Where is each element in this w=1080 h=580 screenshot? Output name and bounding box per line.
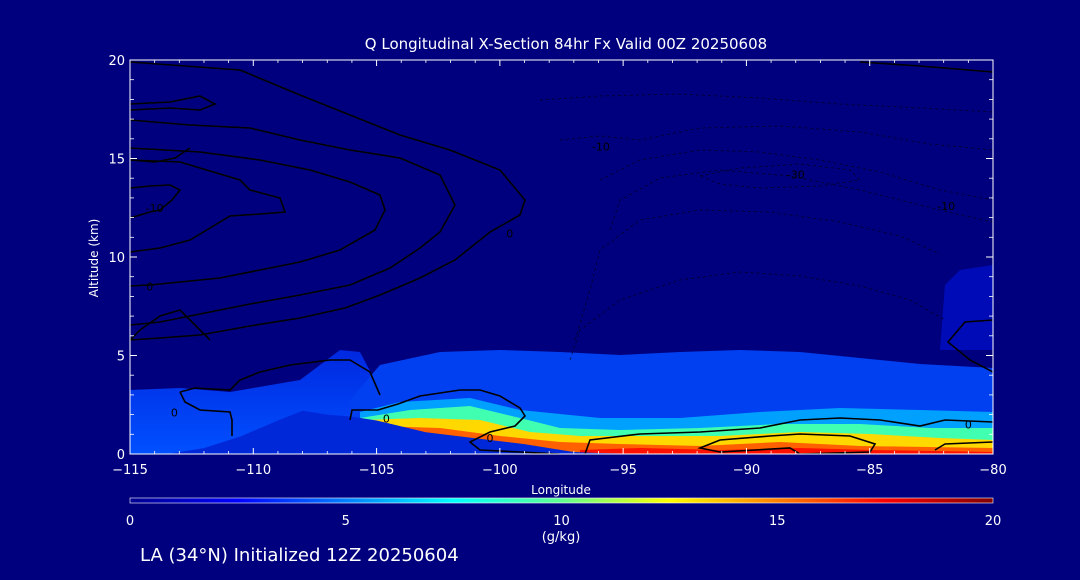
moist-layer-red <box>580 448 993 454</box>
colorbar <box>130 498 993 503</box>
colorbar-tick-label: 0 <box>126 514 134 529</box>
dashed-contour-6 <box>569 271 946 361</box>
dashed-contour-lines <box>539 93 993 361</box>
terrain <box>130 410 993 454</box>
contour-line-west-5 <box>130 184 182 219</box>
contour-label: 0 <box>146 281 153 294</box>
contour-line-west-8 <box>130 309 211 341</box>
contour-line-west-4 <box>130 159 287 253</box>
y-tick-label: 20 <box>108 54 125 69</box>
contour-label: 0 <box>171 407 178 420</box>
contour-label: -30 <box>787 168 805 181</box>
contour-line-west-6 <box>130 95 217 111</box>
contour-line-west-3 <box>130 147 386 287</box>
contour-lines <box>130 61 993 454</box>
contour-labels: 0 0 0 0 -10 0 0 -10 -30 -10 <box>146 141 972 446</box>
colorbar-tick-label: 20 <box>985 514 1002 529</box>
x-axis: −115 −110 −105 −100 −95 −90 −85 −80 <box>112 60 1007 478</box>
colorbar-label: (g/kg) <box>542 530 581 545</box>
contour-label: -10 <box>146 202 164 215</box>
x-tick-label: −80 <box>979 463 1006 478</box>
dashed-contour-4 <box>609 169 993 231</box>
y-tick-label: 0 <box>117 448 125 463</box>
y-tick-label: 10 <box>108 251 125 266</box>
contour-line-moist-core-east <box>697 433 877 454</box>
x-tick-label: −85 <box>856 463 883 478</box>
contour-line-west-outer <box>130 61 526 341</box>
contour-line-zero-mid <box>349 389 561 454</box>
y-axis-label: Altitude (km) <box>87 219 101 298</box>
dashed-contour-2 <box>559 125 993 151</box>
x-tick-label: −100 <box>482 463 518 478</box>
dashed-contour-7 <box>698 163 862 189</box>
contour-line-west-2 <box>130 119 456 326</box>
x-tick-label: −115 <box>112 463 148 478</box>
y-axis: 0 5 10 15 20 <box>108 54 993 463</box>
x-tick-label: −105 <box>359 463 395 478</box>
contour-line-east-small <box>934 441 993 451</box>
x-tick-label: −95 <box>609 463 636 478</box>
colorbar-border <box>129 497 994 504</box>
contour-label: -10 <box>592 141 610 154</box>
contour-line-east-upper <box>946 319 993 373</box>
contour-line-zero-west-low <box>179 391 233 436</box>
colorbar-tick-label: 15 <box>769 514 786 529</box>
contour-label: -10 <box>937 200 955 213</box>
contour-line-west-7 <box>130 147 191 163</box>
contour-label: 0 <box>965 418 972 431</box>
x-axis-label: Longitude <box>531 483 591 497</box>
x-tick-label: −110 <box>235 463 271 478</box>
y-tick-label: 15 <box>108 153 125 168</box>
dashed-contour-3 <box>599 149 993 201</box>
dashed-contour-1 <box>539 93 993 113</box>
mid-level-moisture-east <box>940 265 993 350</box>
contour-line-zero-east <box>584 417 993 454</box>
dashed-contour-5 <box>574 209 941 341</box>
contour-label: 0 <box>486 432 493 445</box>
chart-title: Q Longitudinal X-Section 84hr Fx Valid 0… <box>365 35 767 53</box>
contour-line-zero-west <box>179 359 381 396</box>
footer-text: LA (34°N) Initialized 12Z 20250604 <box>140 545 459 566</box>
colorbar-ticks: 0 5 10 15 20 <box>126 514 1001 529</box>
y-tick-label: 5 <box>117 350 125 365</box>
contour-label: 0 <box>383 413 390 426</box>
x-tick-label: −90 <box>733 463 760 478</box>
colorbar-tick-label: 10 <box>553 514 570 529</box>
colorbar-tick-label: 5 <box>342 514 350 529</box>
contour-line-top-east <box>859 61 993 73</box>
contour-label: 0 <box>506 227 513 240</box>
